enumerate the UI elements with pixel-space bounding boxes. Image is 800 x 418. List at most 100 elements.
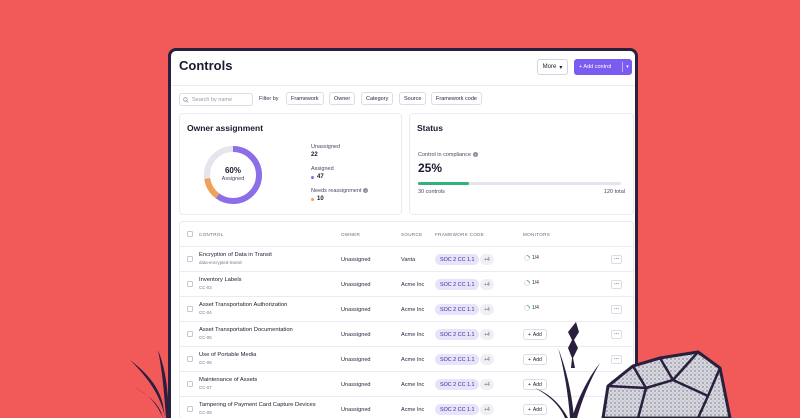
table-row[interactable]: Asset Transportation Authorization CC-04… <box>180 297 633 322</box>
compliance-progress-fill <box>418 182 469 185</box>
more-frameworks-chip[interactable]: +4 <box>480 404 494 415</box>
control-code: CC-08 <box>199 410 212 415</box>
filter-framework-code[interactable]: Framework code <box>431 92 482 105</box>
filter-category[interactable]: Category <box>361 92 394 105</box>
add-monitor-button[interactable]: + Add <box>523 379 547 390</box>
filter-source[interactable]: Source <box>399 92 427 105</box>
control-code: CC-03 <box>199 285 212 290</box>
framework-code-chip[interactable]: SOC 2 CC 1.1 <box>435 304 480 315</box>
more-frameworks-chip[interactable]: +4 <box>480 304 494 315</box>
control-owner[interactable]: Unassigned <box>341 307 371 313</box>
monitor-count: 1/4 <box>532 280 539 286</box>
row-more-button[interactable]: ... <box>611 305 622 314</box>
table-row[interactable]: Inventory Labels CC-03 Unassigned Acme I… <box>180 272 633 297</box>
monitor-count: 1/4 <box>532 305 539 311</box>
row-checkbox[interactable] <box>187 381 193 387</box>
donut-center: 60% Assigned <box>202 166 264 182</box>
control-code: CC-06 <box>199 360 212 365</box>
search-input[interactable]: Search by name <box>179 93 253 106</box>
info-icon[interactable]: i <box>363 188 369 194</box>
row-checkbox[interactable] <box>187 356 193 362</box>
assigned-percent: 60% <box>224 166 241 175</box>
top-bar: Controls More ▾ + Add control ▾ <box>171 51 635 85</box>
control-name[interactable]: Use of Portable Media <box>199 352 257 358</box>
needs-count: 10 <box>317 196 324 202</box>
rock-decoration <box>601 350 732 418</box>
add-monitor-label: Add <box>532 381 542 388</box>
add-control-label: + Add control <box>579 64 612 70</box>
search-placeholder: Search by name <box>192 96 233 103</box>
control-source: Acme Inc <box>401 282 425 288</box>
plant-decoration <box>535 322 600 418</box>
control-owner[interactable]: Unassigned <box>341 357 371 363</box>
add-monitor-button[interactable]: + Add <box>523 404 547 415</box>
row-more-button[interactable]: ... <box>611 255 622 264</box>
compliance-label-text: Control in compliance <box>418 152 471 158</box>
framework-code-chip[interactable]: SOC 2 CC 1.1 <box>435 254 480 265</box>
row-more-button[interactable]: ... <box>611 280 622 289</box>
more-frameworks-chip[interactable]: +4 <box>480 329 494 340</box>
row-checkbox[interactable] <box>187 281 193 287</box>
row-checkbox[interactable] <box>187 306 193 312</box>
monitor-status[interactable]: 1/4 <box>524 305 539 311</box>
control-name[interactable]: Asset Transportation Documentation <box>199 327 293 333</box>
total-count: 120 total <box>603 189 625 195</box>
framework-code-chip[interactable]: SOC 2 CC 1.1 <box>435 279 480 290</box>
compliance-label: Control in compliance i <box>418 152 478 158</box>
header-owner[interactable]: OWNER <box>341 232 361 237</box>
add-control-button[interactable]: + Add control ▾ <box>574 59 632 75</box>
monitor-status[interactable]: 1/4 <box>524 280 539 286</box>
header-monitors[interactable]: MONITORS <box>523 232 551 237</box>
add-monitor-button[interactable]: + Add <box>523 329 547 340</box>
table-row[interactable]: Encryption of Data in Transit data-encry… <box>180 247 633 272</box>
more-frameworks-chip[interactable]: +4 <box>480 279 494 290</box>
controls-table: CONTROL OWNER SOURCE FRAMEWORK CODE MONI… <box>179 221 634 418</box>
row-more-button[interactable]: ... <box>611 355 622 364</box>
unassigned-label: Unassigned <box>311 144 341 150</box>
more-frameworks-chip[interactable]: +4 <box>480 254 494 265</box>
header-control[interactable]: CONTROL <box>199 232 224 237</box>
header-framework-code[interactable]: FRAMEWORK CODE <box>435 232 485 237</box>
header-source[interactable]: SOURCE <box>401 232 423 237</box>
control-name[interactable]: Asset Transportation Authorization <box>199 302 288 308</box>
info-icon[interactable]: i <box>472 152 478 158</box>
control-owner[interactable]: Unassigned <box>341 282 371 288</box>
more-frameworks-chip[interactable]: +4 <box>480 354 494 365</box>
compliance-progress-bar <box>418 182 621 185</box>
status-title: Status <box>417 123 443 133</box>
framework-code-chip[interactable]: SOC 2 CC 1.1 <box>435 404 480 415</box>
add-monitor-button[interactable]: + Add <box>523 354 547 365</box>
monitor-status[interactable]: 1/4 <box>524 255 539 261</box>
chevron-down-icon[interactable]: ▾ <box>626 64 629 70</box>
control-name[interactable]: Inventory Labels <box>199 277 242 283</box>
row-more-button[interactable]: ... <box>611 330 622 339</box>
plus-icon: + <box>528 331 531 338</box>
control-name[interactable]: Encryption of Data in Transit <box>199 252 272 258</box>
table-row[interactable]: Asset Transportation Documentation CC-05… <box>180 322 633 347</box>
control-owner[interactable]: Unassigned <box>341 382 371 388</box>
table-row[interactable]: Tampering of Payment Card Capture Device… <box>180 397 633 418</box>
assigned-count: 47 <box>317 174 324 180</box>
select-all-checkbox[interactable] <box>187 231 193 237</box>
table-row[interactable]: Use of Portable Media CC-06 Unassigned A… <box>180 347 633 372</box>
row-checkbox[interactable] <box>187 256 193 262</box>
row-checkbox[interactable] <box>187 331 193 337</box>
filter-framework[interactable]: Framework <box>286 92 324 105</box>
control-owner[interactable]: Unassigned <box>341 257 371 263</box>
more-frameworks-chip[interactable]: +4 <box>480 379 494 390</box>
row-checkbox[interactable] <box>187 406 193 412</box>
control-source: Acme Inc <box>401 307 425 313</box>
framework-code-chip[interactable]: SOC 2 CC 1.1 <box>435 329 480 340</box>
control-owner[interactable]: Unassigned <box>341 407 371 413</box>
progress-ring-icon <box>524 305 530 311</box>
framework-code-chip[interactable]: SOC 2 CC 1.1 <box>435 354 480 365</box>
filter-owner[interactable]: Owner <box>329 92 356 105</box>
control-name[interactable]: Maintenance of Assets <box>199 377 258 383</box>
control-name[interactable]: Tampering of Payment Card Capture Device… <box>199 402 316 408</box>
control-owner[interactable]: Unassigned <box>341 332 371 338</box>
framework-code-chip[interactable]: SOC 2 CC 1.1 <box>435 379 480 390</box>
add-monitor-label: Add <box>532 331 542 338</box>
control-code: CC-05 <box>199 335 212 340</box>
progress-ring-icon <box>524 280 530 286</box>
more-button[interactable]: More ▾ <box>537 59 568 75</box>
